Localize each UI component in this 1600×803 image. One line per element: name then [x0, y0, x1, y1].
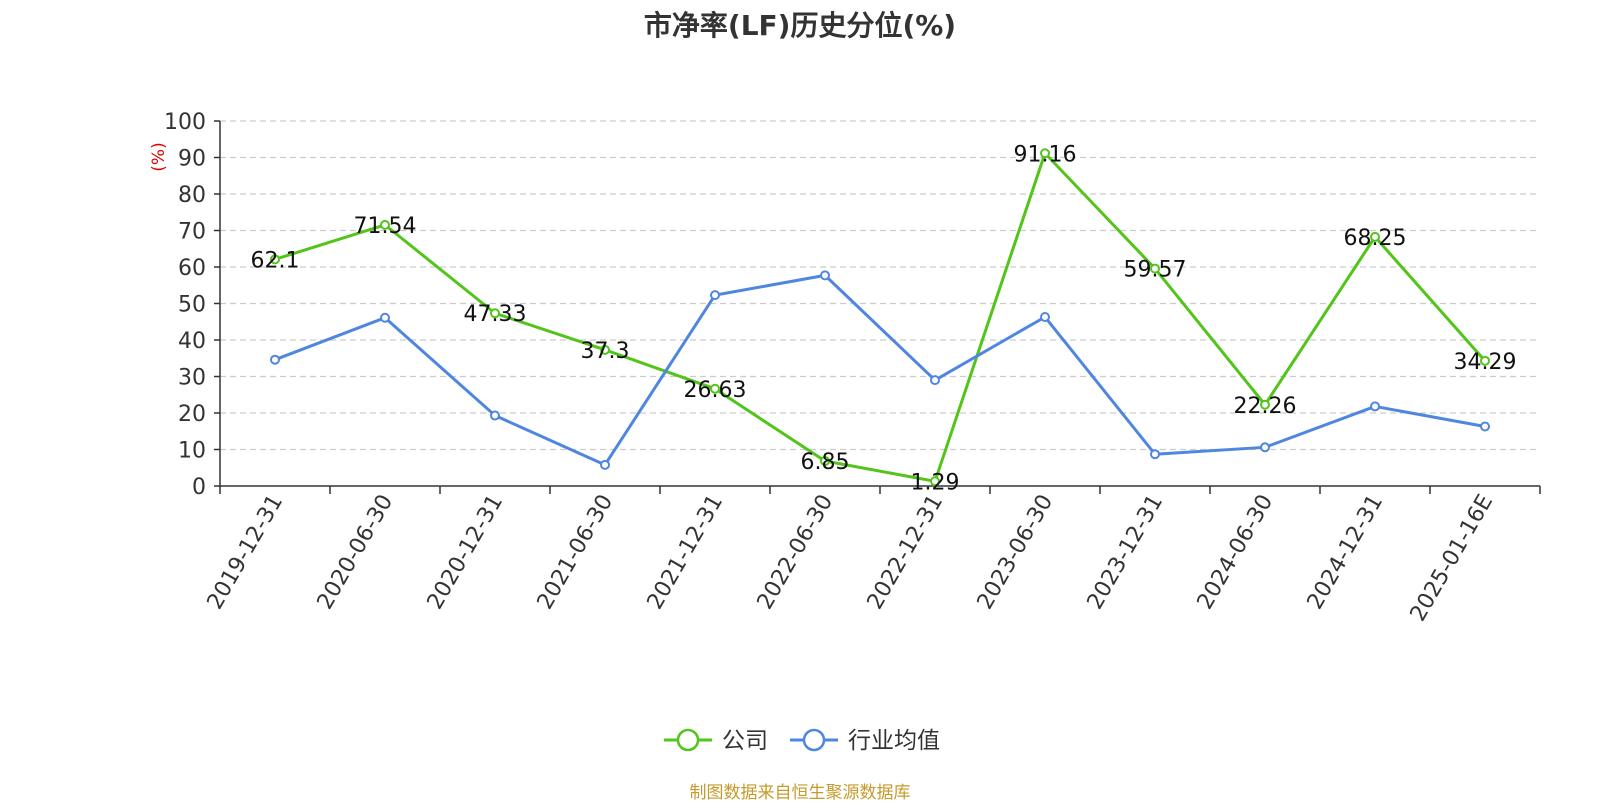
data-point: [1040, 148, 1050, 159]
legend-swatch-marker: [802, 728, 826, 752]
data-point: [1260, 399, 1270, 410]
data-point: [930, 375, 940, 386]
series-line: [274, 151, 1487, 483]
data-label: 26.63: [684, 378, 747, 403]
data-point: [380, 312, 390, 323]
x-tick-label: 2022-06-30: [753, 491, 839, 614]
x-tick-label: 2024-12-31: [1303, 491, 1389, 614]
x-tick-label: 2025-01-16E: [1406, 491, 1499, 626]
series-points: [270, 148, 1490, 487]
x-tick-label: 2023-12-31: [1083, 491, 1169, 614]
data-labels: 62.1 71.54 47.33 37.3 26.63 6.85 1.29 91.16 59.5…: [251, 142, 1517, 495]
data-point: [490, 410, 500, 421]
y-tick-label: 50: [178, 293, 206, 318]
x-tick-label: 2021-12-31: [643, 491, 729, 614]
x-axis: 2019-12-31 2020-06-30 2020-12-31 2021-06-30…: [203, 485, 1541, 626]
y-axis: 0 10 20 30 40 50 60 70 80 90 100 (%): [149, 110, 221, 500]
data-point: [600, 459, 610, 470]
data-point: [270, 254, 280, 265]
data-point: [1480, 421, 1490, 432]
x-tick-label: 2019-12-31: [203, 491, 289, 614]
y-tick-label: 30: [178, 366, 206, 391]
data-point: [600, 344, 610, 355]
series-lines: [274, 151, 1487, 483]
data-point: [820, 455, 830, 466]
source-note: 制图数据来自恒生聚源数据库: [689, 783, 911, 803]
grid-lines: [220, 120, 1540, 451]
data-point: [1260, 442, 1270, 453]
data-label: 34.29: [1454, 350, 1517, 375]
y-tick-label: 100: [164, 110, 206, 135]
data-point: [1370, 401, 1380, 412]
data-point: [710, 290, 720, 301]
series-line: [274, 273, 1486, 467]
x-tick-label: 2021-06-30: [533, 491, 619, 614]
x-tick-label: 2020-12-31: [423, 491, 509, 614]
y-tick-label: 60: [178, 256, 206, 281]
y-tick-label: 40: [178, 329, 206, 354]
y-tick-label: 10: [178, 439, 206, 464]
data-label: 37.3: [581, 339, 630, 364]
y-tick-label: 20: [178, 402, 206, 427]
data-point: [710, 383, 720, 394]
data-point: [820, 270, 830, 281]
y-tick-label: 70: [178, 220, 206, 245]
data-label: 62.1: [251, 248, 300, 273]
data-label: 71.54: [354, 214, 417, 239]
data-label: 1.29: [911, 470, 960, 495]
x-tick-label: 2020-06-30: [313, 491, 399, 614]
data-label: 6.85: [801, 450, 850, 475]
data-point: [1480, 355, 1490, 366]
data-label: 68.25: [1344, 226, 1407, 251]
data-point: [1150, 263, 1160, 274]
x-tick-label: 2024-06-30: [1193, 491, 1279, 614]
x-tick-label: 2022-12-31: [863, 491, 949, 614]
y-axis-title: (%): [149, 142, 169, 171]
y-tick-label: 0: [192, 475, 206, 500]
data-point: [270, 354, 280, 365]
data-label: 91.16: [1014, 142, 1077, 167]
data-point: [380, 219, 390, 230]
legend-swatch-marker: [676, 728, 700, 752]
data-point: [1370, 231, 1380, 242]
data-point: [1040, 312, 1050, 323]
legend-label: 行业均值: [848, 728, 940, 754]
x-tick-label: 2023-06-30: [973, 491, 1059, 614]
legend-label: 公司: [722, 728, 768, 754]
legend: 公司 行业均值: [664, 728, 940, 754]
data-point: [490, 308, 500, 319]
chart-title: 市净率(LF)历史分位(%): [643, 9, 957, 42]
y-tick-label: 80: [178, 183, 206, 208]
y-tick-label: 90: [178, 147, 206, 172]
data-point: [930, 476, 940, 487]
data-label: 59.57: [1124, 258, 1187, 283]
data-point: [1150, 449, 1160, 460]
data-label: 47.33: [464, 302, 527, 327]
data-label: 22.26: [1234, 394, 1297, 419]
